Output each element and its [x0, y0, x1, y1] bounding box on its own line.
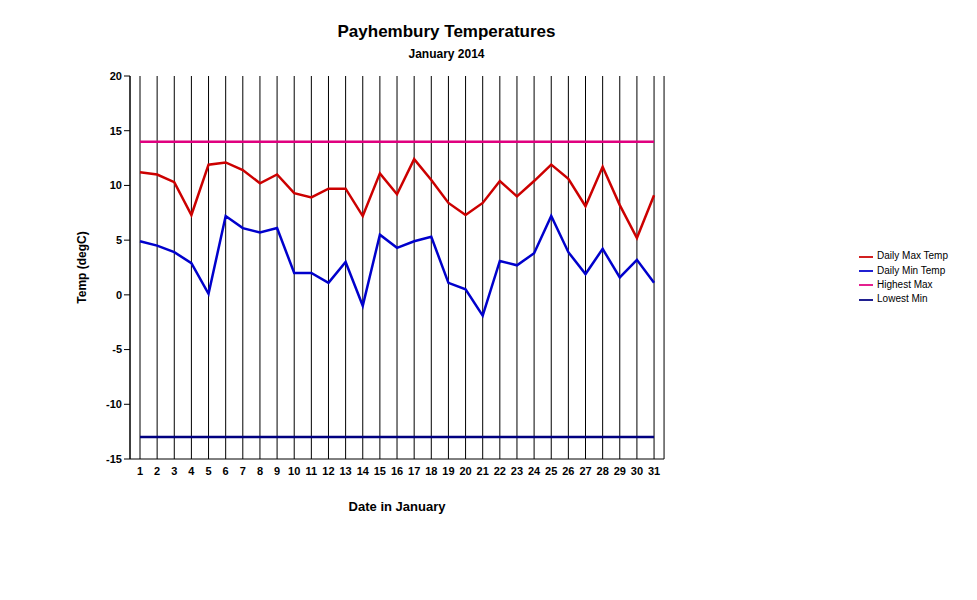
svg-text:0: 0 — [116, 289, 122, 301]
html-text:Highest Max: Highest Max — [877, 279, 933, 290]
svg-text:5: 5 — [116, 234, 122, 246]
svg-text:16: 16 — [391, 465, 403, 477]
svg-text:9: 9 — [274, 465, 280, 477]
svg-text:7: 7 — [240, 465, 246, 477]
svg-text:14: 14 — [357, 465, 370, 477]
html-text:Daily Min Temp: Daily Min Temp — [877, 264, 946, 276]
svg-text:8: 8 — [257, 465, 263, 477]
svg-text:-10: -10 — [106, 398, 122, 410]
svg-text:28: 28 — [597, 465, 609, 477]
html-text:Daily Max Temp: Daily Max Temp — [877, 250, 948, 262]
svg-text:29: 29 — [614, 465, 626, 477]
svg-text:10: 10 — [110, 179, 122, 191]
svg-text:31: 31 — [648, 465, 660, 477]
html-text:Lowest Min: Lowest Min — [877, 293, 928, 305]
svg-text:2: 2 — [154, 465, 160, 477]
html-text:Payhembury Temperatures: Payhembury Temperatures — [337, 22, 556, 41]
svg-text:Date in January: Date in January — [349, 499, 447, 514]
svg-text:20: 20 — [459, 465, 471, 477]
svg-text:4: 4 — [188, 465, 195, 477]
svg-text:15: 15 — [374, 465, 386, 477]
svg-text:27: 27 — [579, 465, 591, 477]
svg-text:18: 18 — [425, 465, 437, 477]
svg-text:-15: -15 — [106, 453, 122, 465]
svg-text:15: 15 — [110, 125, 122, 137]
svg-text:19: 19 — [442, 465, 454, 477]
svg-text:26: 26 — [562, 465, 574, 477]
svg-text:3: 3 — [171, 465, 177, 477]
svg-text:11: 11 — [306, 465, 318, 477]
html-text:January 2014: January 2014 — [408, 47, 485, 61]
svg-text:24: 24 — [528, 465, 541, 477]
svg-text:20: 20 — [110, 70, 122, 82]
svg-text:30: 30 — [631, 465, 643, 477]
svg-text:-5: -5 — [112, 343, 122, 355]
svg-text:22: 22 — [494, 465, 506, 477]
svg-text:17: 17 — [408, 465, 420, 477]
svg-text:12: 12 — [322, 465, 334, 477]
svg-text:Temp (degC): Temp (degC) — [75, 231, 89, 303]
svg-text:6: 6 — [223, 465, 229, 477]
svg-text:13: 13 — [339, 465, 351, 477]
svg-text:10: 10 — [288, 465, 300, 477]
svg-text:5: 5 — [205, 465, 211, 477]
svg-text:1: 1 — [137, 465, 143, 477]
svg-text:21: 21 — [477, 465, 489, 477]
svg-text:25: 25 — [545, 465, 557, 477]
svg-text:23: 23 — [511, 465, 523, 477]
